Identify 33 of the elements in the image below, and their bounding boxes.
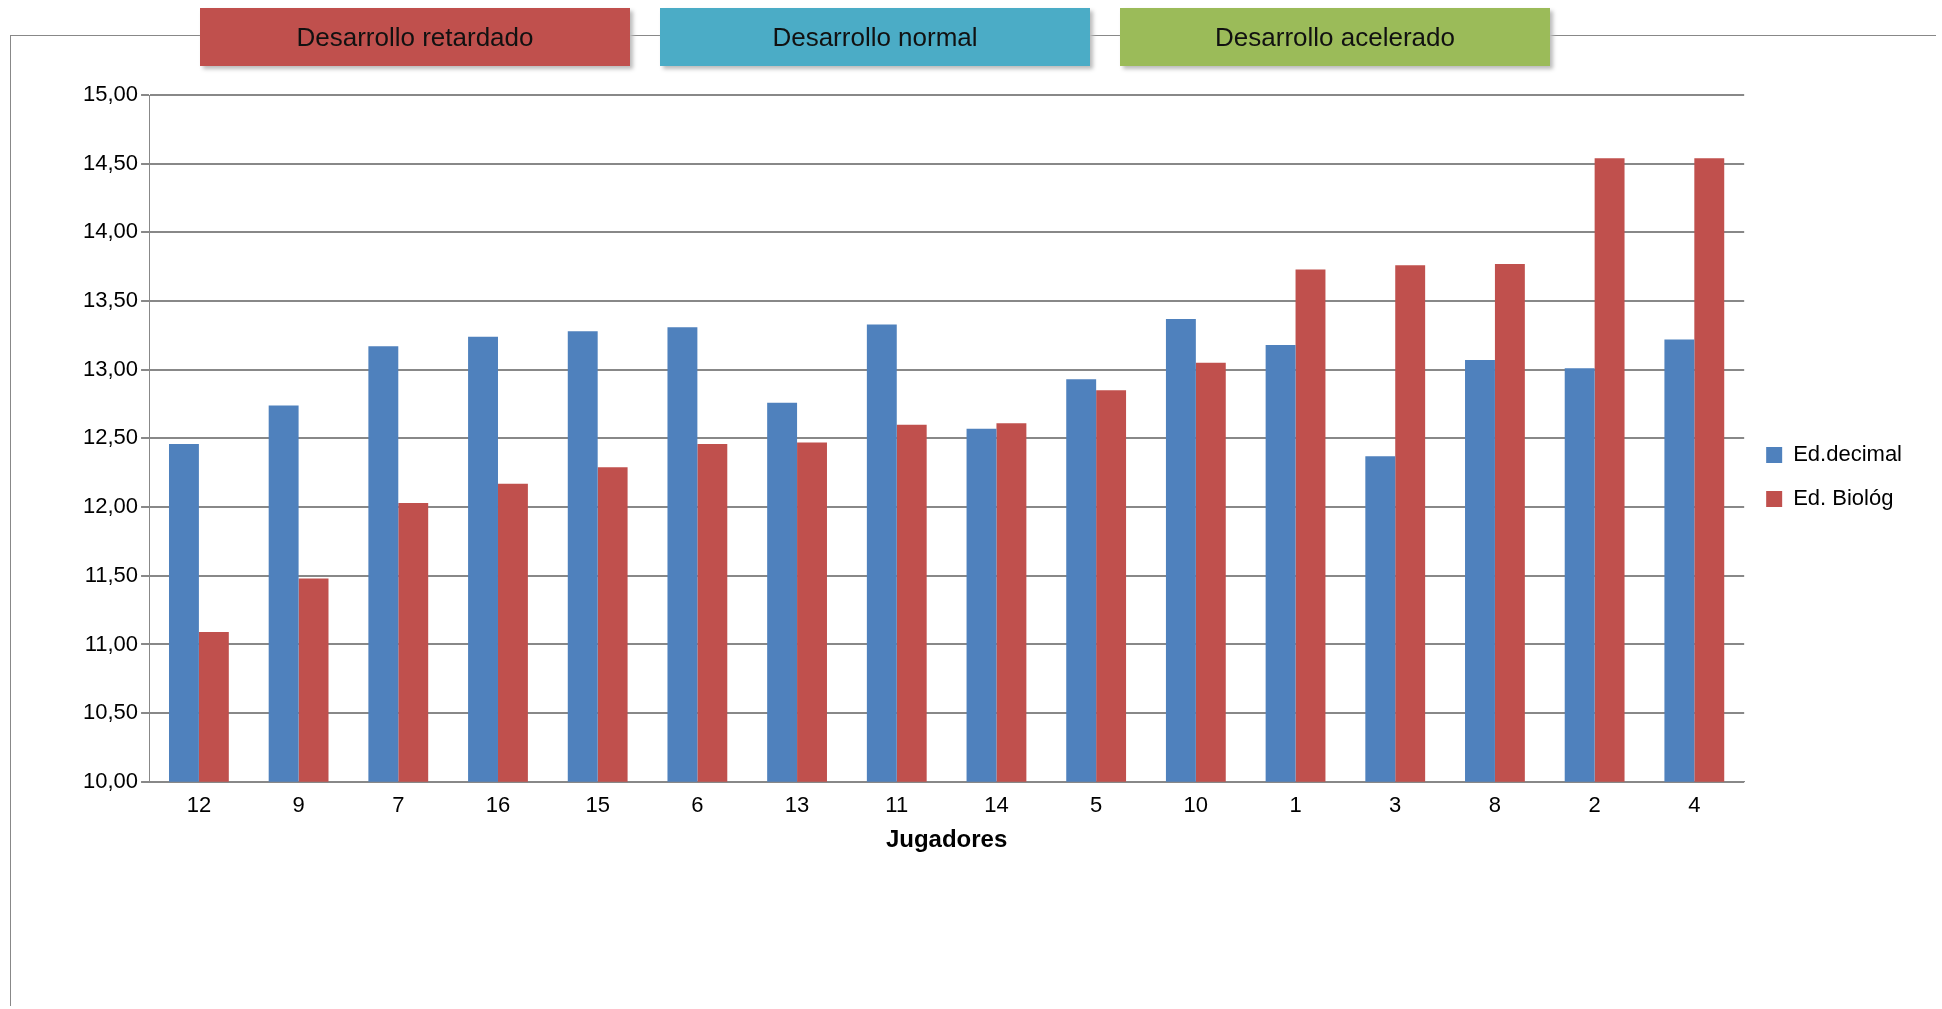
y-tick-label: 15,00 bbox=[82, 81, 139, 107]
legend-label: Ed.decimal bbox=[1793, 441, 1903, 467]
text: Desarrollo retardado bbox=[200, 8, 630, 66]
text: Desarrollo normal bbox=[660, 8, 1090, 66]
y-tick-label: 13,50 bbox=[82, 287, 139, 313]
x-tick-label: 12 bbox=[186, 792, 212, 818]
x-tick-label: 2 bbox=[1588, 792, 1601, 818]
legend-label: Ed. Biológ bbox=[1793, 485, 1894, 511]
x-tick-label: 13 bbox=[784, 792, 810, 818]
x-tick-label: 7 bbox=[392, 792, 405, 818]
y-tick-label: 14,00 bbox=[82, 218, 139, 244]
x-tick-label: 11 bbox=[885, 792, 909, 818]
x-tick-label: 10 bbox=[1183, 792, 1209, 818]
y-tick-label: 10,50 bbox=[82, 699, 139, 725]
x-tick-label: 6 bbox=[691, 792, 704, 818]
y-tick-label: 14,50 bbox=[82, 149, 139, 175]
y-tick-label: 13,00 bbox=[82, 355, 139, 381]
x-tick-label: 8 bbox=[1488, 792, 1502, 818]
x-tick-label: 5 bbox=[1090, 792, 1103, 818]
x-tick-label: 4 bbox=[1688, 792, 1701, 818]
y-tick-label: 12,00 bbox=[82, 493, 139, 519]
x-tick-label: 9 bbox=[292, 792, 305, 818]
y-tick-label: 12,50 bbox=[82, 424, 139, 450]
x-tick-label: 15 bbox=[585, 792, 610, 818]
y-tick-label: 11,50 bbox=[84, 561, 139, 587]
x-tick-label: 1 bbox=[1289, 792, 1302, 818]
x-tick-label: 16 bbox=[485, 792, 511, 818]
x-tick-label: 14 bbox=[984, 792, 1009, 818]
x-axis-title: Jugadores bbox=[885, 825, 1008, 853]
text: Desarrollo acelerado bbox=[1120, 8, 1550, 66]
y-tick-label: 11,00 bbox=[84, 630, 139, 656]
x-tick-label: 3 bbox=[1389, 792, 1402, 818]
y-tick-label: 10,00 bbox=[82, 767, 139, 793]
